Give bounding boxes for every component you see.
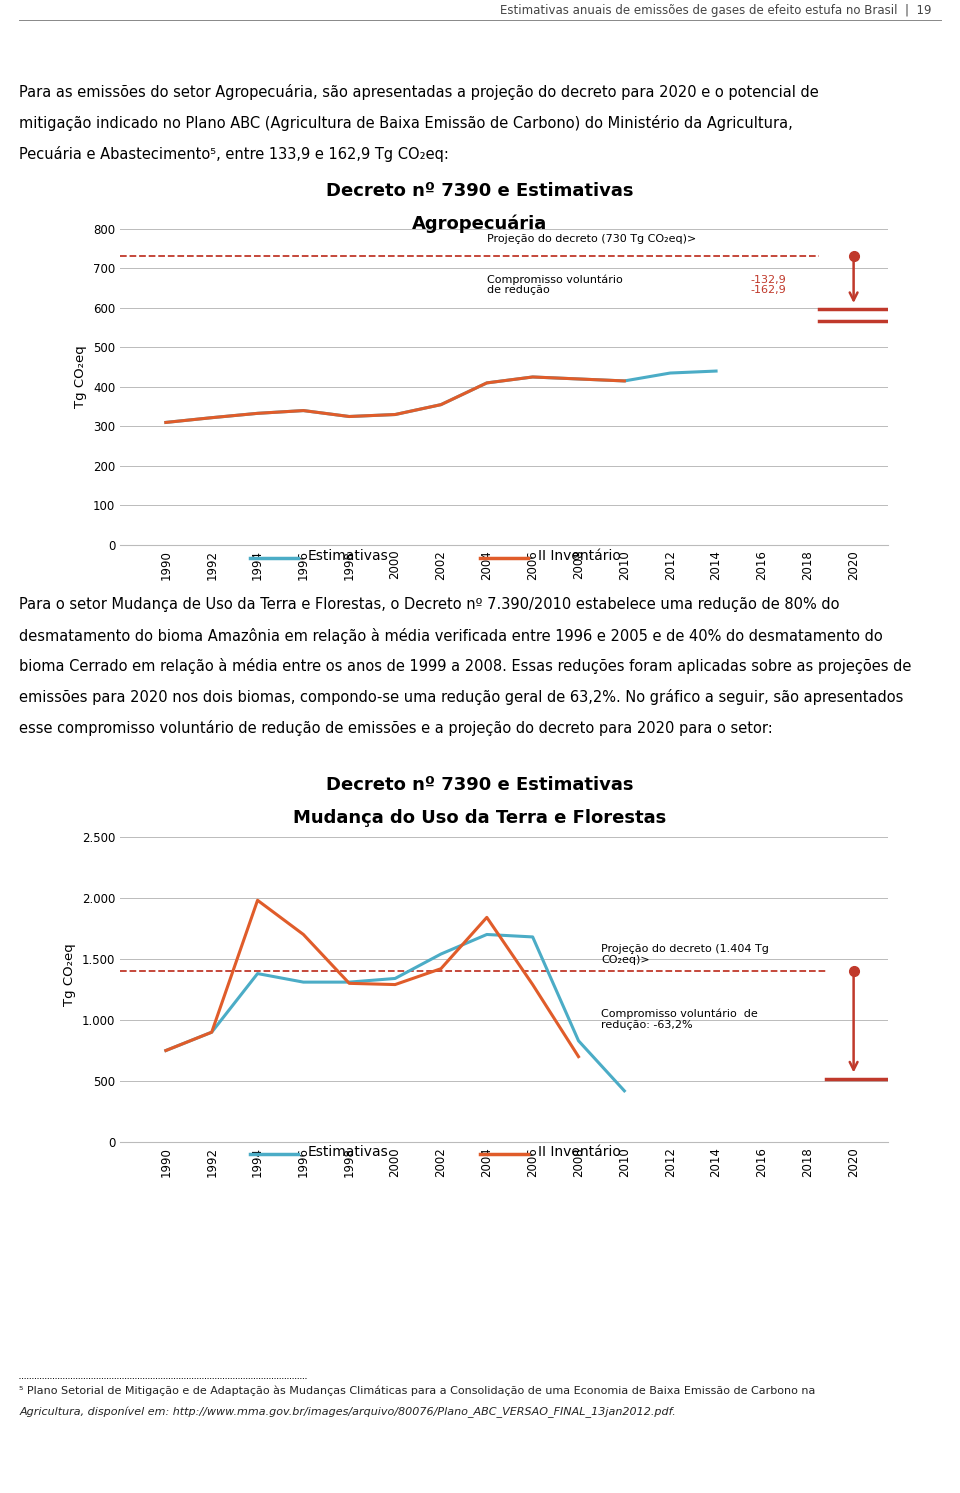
Text: Mudança do Uso da Terra e Florestas: Mudança do Uso da Terra e Florestas [294,809,666,827]
Text: II Inventário: II Inventário [538,549,620,563]
Text: Agropecuária: Agropecuária [413,215,547,233]
Text: de redução: de redução [487,285,549,296]
Text: Estimativas: Estimativas [307,1145,388,1159]
Text: mitigação indicado no Plano ABC (Agricultura de Baixa Emissão de Carbono) do Min: mitigação indicado no Plano ABC (Agricul… [19,115,793,131]
Text: Compromisso voluntário  de: Compromisso voluntário de [601,1009,758,1020]
Text: Para o setor Mudança de Uso da Terra e Florestas, o Decreto nº 7.390/2010 estabe: Para o setor Mudança de Uso da Terra e F… [19,597,840,612]
Text: esse compromisso voluntário de redução de emissões e a projeção do decreto para : esse compromisso voluntário de redução d… [19,720,773,736]
Text: II Inventário: II Inventário [538,1145,620,1159]
Text: emissões para 2020 nos dois biomas, compondo-se uma redução geral de 63,2%. No g: emissões para 2020 nos dois biomas, comp… [19,690,903,705]
Text: Compromisso voluntário: Compromisso voluntário [487,275,622,285]
Text: Estimativas: Estimativas [307,549,388,563]
Text: Projeção do decreto (1.404 Tg: Projeção do decreto (1.404 Tg [601,944,769,954]
Text: Pecuária e Abastecimento⁵, entre 133,9 e 162,9 Tg CO₂eq:: Pecuária e Abastecimento⁵, entre 133,9 e… [19,146,449,163]
Y-axis label: Tg CO₂eq: Tg CO₂eq [74,345,87,409]
Text: Decreto nº 7390 e Estimativas: Decreto nº 7390 e Estimativas [326,182,634,200]
Text: ⁵ Plano Setorial de Mitigação e de Adaptação às Mudanças Climáticas para a Conso: ⁵ Plano Setorial de Mitigação e de Adapt… [19,1386,816,1396]
Text: Agricultura, disponível em: http://www.mma.gov.br/images/arquivo/80076/Plano_ABC: Agricultura, disponível em: http://www.m… [19,1406,676,1418]
Text: bioma Cerrado em relação à média entre os anos de 1999 a 2008. Essas reduções fo: bioma Cerrado em relação à média entre o… [19,658,912,675]
Text: Projeção do decreto (730 Tg CO₂eq)>: Projeção do decreto (730 Tg CO₂eq)> [487,234,696,243]
Text: desmatamento do bioma Amazônia em relação à média verificada entre 1996 e 2005 e: desmatamento do bioma Amazônia em relaçã… [19,627,883,643]
Text: -162,9: -162,9 [751,285,786,296]
Y-axis label: Tg CO₂eq: Tg CO₂eq [63,942,76,1006]
Text: Decreto nº 7390 e Estimativas: Decreto nº 7390 e Estimativas [326,776,634,794]
Text: -132,9: -132,9 [751,275,786,285]
Text: Estimativas anuais de emissões de gases de efeito estufa no Brasil  |  19: Estimativas anuais de emissões de gases … [500,3,931,16]
Text: redução: -63,2%: redução: -63,2% [601,1020,693,1030]
Text: CO₂eq)>: CO₂eq)> [601,956,650,964]
Text: Para as emissões do setor Agropecuária, são apresentadas a projeção do decreto p: Para as emissões do setor Agropecuária, … [19,84,819,100]
